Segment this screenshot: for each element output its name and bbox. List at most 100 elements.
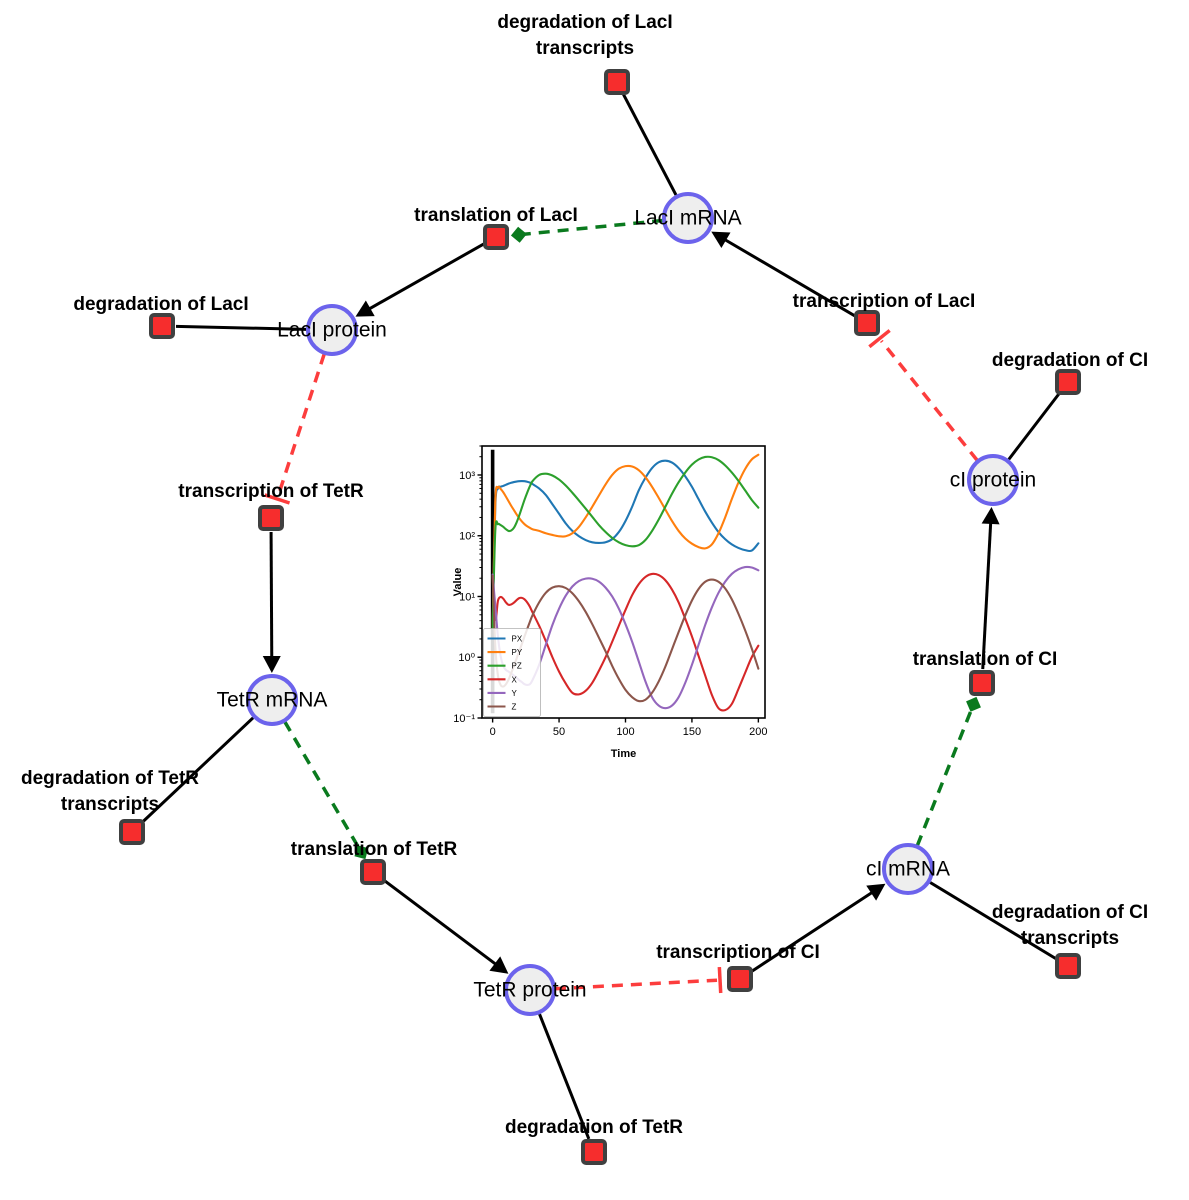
edge-product-2 xyxy=(366,242,485,312)
edge-product-9 xyxy=(383,879,499,968)
edge-product-1 xyxy=(721,236,856,318)
reaction-label-deg_tetr: degradation of TetR xyxy=(505,1117,683,1138)
edge-product-6 xyxy=(269,531,274,661)
species-node-tetr_protein[interactable] xyxy=(504,964,556,1016)
reaction-label-deg_tetr_transcripts: transcripts xyxy=(61,794,159,815)
reaction-node-transcription_ci[interactable] xyxy=(727,966,753,992)
legend-label-PZ: PZ xyxy=(512,662,522,671)
nodes-layer xyxy=(119,69,1081,1165)
reaction-node-translation_ci[interactable] xyxy=(969,670,995,696)
y-axis-title: Value xyxy=(452,568,464,597)
species-label-ci_mrna: cI mRNA xyxy=(866,858,950,881)
reaction-label-transcription_laci: transcription of LacI xyxy=(793,291,976,312)
diamond-head-icon-14 xyxy=(966,696,981,712)
reaction-label-deg_laci_transcripts: degradation of LacI xyxy=(497,12,672,33)
reaction-node-transcription_tetr[interactable] xyxy=(258,505,284,531)
legend-label-X: X xyxy=(512,675,518,684)
edge-substrate-4 xyxy=(175,324,307,331)
series-line-PZ xyxy=(491,455,760,630)
edge-activation-3 xyxy=(523,218,664,236)
reaction-node-deg_laci[interactable] xyxy=(149,313,175,339)
reaction-label-deg_laci_transcripts: transcripts xyxy=(536,38,634,59)
reaction-node-deg_laci_transcripts[interactable] xyxy=(604,69,630,95)
edge-substrate-13 xyxy=(929,881,1057,961)
reaction-label-translation_laci: translation of LacI xyxy=(414,205,578,226)
species-node-ci_mrna[interactable] xyxy=(882,843,934,895)
reaction-node-deg_ci_transcripts[interactable] xyxy=(1055,953,1081,979)
arrow-head-icon-15 xyxy=(981,506,1000,525)
reaction-label-deg_ci_transcripts: degradation of CI xyxy=(992,902,1148,923)
reaction-node-deg_ci[interactable] xyxy=(1055,369,1081,395)
reaction-label-deg_ci_transcripts: transcripts xyxy=(1021,928,1119,949)
species-label-tetr_protein: TetR protein xyxy=(473,979,586,1002)
legend-label-Z: Z xyxy=(512,703,517,712)
arrow-head-icon-1 xyxy=(711,231,731,249)
reaction-label-deg_laci: degradation of LacI xyxy=(73,294,248,315)
reaction-label-translation_tetr: translation of TetR xyxy=(291,839,458,860)
species-node-ci_protein[interactable] xyxy=(967,454,1019,506)
reaction-node-deg_tetr_transcripts[interactable] xyxy=(119,819,145,845)
reaction-label-transcription_tetr: transcription of TetR xyxy=(178,481,364,502)
plot-frame xyxy=(481,445,766,719)
species-label-laci_mrna: LacI mRNA xyxy=(634,207,741,230)
reaction-label-transcription_ci: transcription of CI xyxy=(656,942,820,963)
edge-substrate-0 xyxy=(622,93,678,196)
x-tick-label: 150 xyxy=(683,726,701,738)
reaction-label-translation_ci: translation of CI xyxy=(913,649,1058,670)
species-node-laci_protein[interactable] xyxy=(306,304,358,356)
reaction-label-deg_tetr_transcripts: degradation of TetR xyxy=(21,768,199,789)
arrow-head-icon-6 xyxy=(262,655,281,674)
edge-substrate-10 xyxy=(538,1013,591,1140)
edge-inhibition-11 xyxy=(554,978,718,991)
inhibition-bar-icon-11 xyxy=(717,966,723,994)
x-tick-label: 0 xyxy=(490,726,496,738)
y-tick-label: 10¹ xyxy=(459,591,475,603)
diamond-head-icon-3 xyxy=(510,226,527,243)
legend-box xyxy=(483,628,541,717)
arrow-head-icon-9 xyxy=(489,956,509,974)
legend-label-PY: PY xyxy=(512,648,523,657)
inhibition-bar-icon-5 xyxy=(264,493,291,505)
reaction-node-transcription_laci[interactable] xyxy=(854,310,880,336)
species-label-tetr_mrna: TetR mRNA xyxy=(217,689,328,712)
reaction-label-deg_ci: degradation of CI xyxy=(992,350,1148,371)
edge-inhibition-5 xyxy=(276,353,326,497)
edge-product-15 xyxy=(981,519,993,670)
edge-substrate-7 xyxy=(141,716,255,824)
species-label-ci_protein: cI protein xyxy=(950,469,1036,492)
legend-label-Y: Y xyxy=(512,689,518,698)
x-axis-title: Time xyxy=(611,748,636,760)
species-node-laci_mrna[interactable] xyxy=(662,192,714,244)
edges-layer xyxy=(141,93,1061,1140)
y-tick-label: 10⁰ xyxy=(458,652,475,664)
arrow-head-icon-2 xyxy=(355,300,375,317)
edge-substrate-16 xyxy=(1007,392,1061,461)
series-line-PY xyxy=(491,453,760,630)
edge-activation-14 xyxy=(915,708,974,847)
edge-activation-8 xyxy=(283,720,361,849)
reaction-node-translation_laci[interactable] xyxy=(483,224,509,250)
inset-time-series-plot: 10⁻¹ 10⁰ 10¹ 10² 10³ 0 50 100 150 200 Time Value PX P… xyxy=(452,434,774,764)
arrow-head-icon-12 xyxy=(866,883,886,901)
y-tick-label: 10² xyxy=(459,531,475,543)
legend-label-PX: PX xyxy=(512,635,523,644)
chart-legend: PX PY PZ XYZ xyxy=(483,628,541,717)
inhibition-bar-icon-17 xyxy=(868,329,891,349)
y-tick-label: 10³ xyxy=(459,470,475,482)
reaction-node-translation_tetr[interactable] xyxy=(360,859,386,885)
species-node-tetr_mrna[interactable] xyxy=(246,674,298,726)
edge-product-12 xyxy=(750,889,876,973)
series-line-PX xyxy=(491,459,760,630)
edge-inhibition-17 xyxy=(880,339,979,462)
reaction-node-deg_tetr[interactable] xyxy=(581,1139,607,1165)
diamond-head-icon-8 xyxy=(354,845,369,860)
x-tick-label: 200 xyxy=(749,726,767,738)
y-tick-label: 10⁻¹ xyxy=(453,713,475,725)
series-line-X xyxy=(491,572,760,712)
x-tick-label: 100 xyxy=(616,726,634,738)
labels-layer: LacI mRNA LacI protein TetR mRNA TetR prote… xyxy=(21,12,1148,1138)
species-label-laci_protein: LacI protein xyxy=(277,319,387,342)
